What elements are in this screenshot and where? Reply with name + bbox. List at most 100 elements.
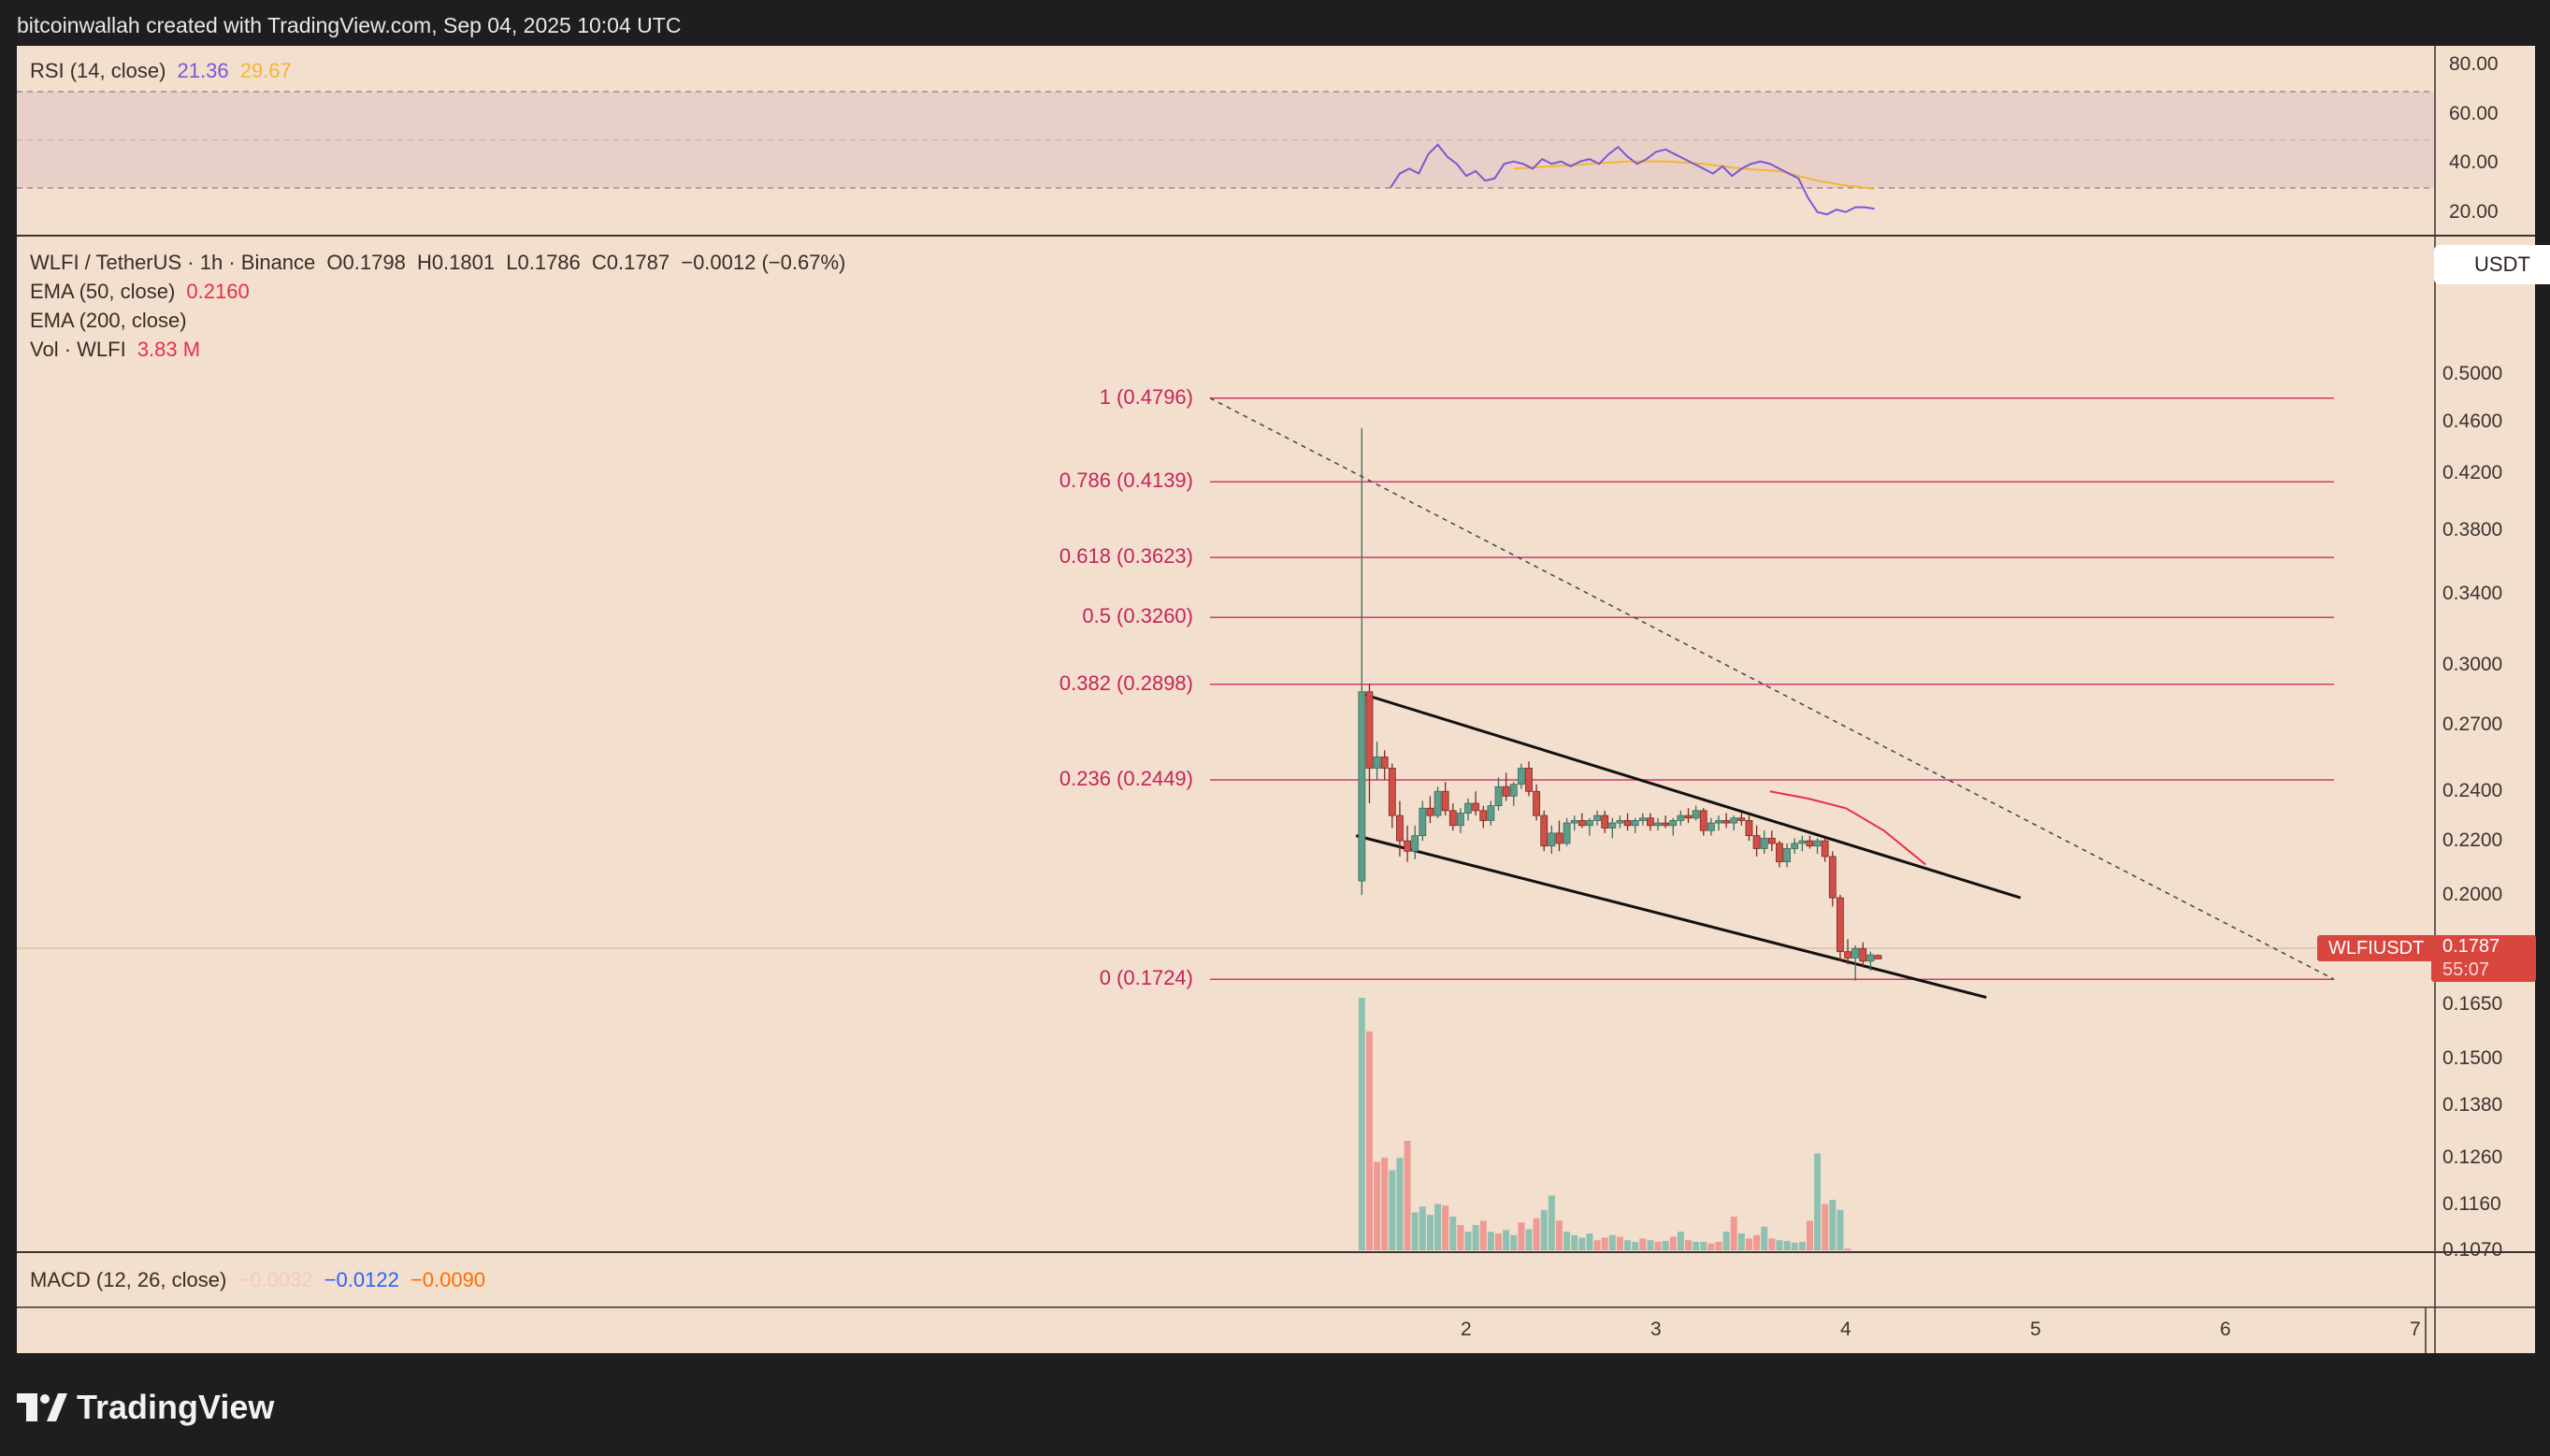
fib-level-label: 0.786 (0.4139): [1059, 469, 1193, 493]
volume-bar: [1745, 1238, 1752, 1250]
currency-selector[interactable]: USDT: [2434, 245, 2550, 284]
candle-body: [1684, 814, 1693, 819]
ohlc-open: O0.1798: [326, 251, 406, 274]
candle-body: [1699, 810, 1707, 831]
fib-level-label: 0.5 (0.3260): [1082, 604, 1193, 628]
volume-bar: [1677, 1232, 1684, 1250]
volume-bar: [1533, 1218, 1540, 1250]
candle-body: [1737, 817, 1746, 821]
volume-bar: [1540, 1209, 1548, 1250]
volume-bar: [1381, 1158, 1389, 1250]
volume-bar: [1518, 1222, 1525, 1250]
rsi-legend-params: (14, close): [69, 59, 166, 82]
candle-body: [1457, 813, 1464, 827]
volume-bar: [1608, 1234, 1616, 1250]
volume-bar: [1798, 1242, 1806, 1250]
volume-bar: [1730, 1217, 1737, 1250]
volume-bar: [1365, 1031, 1373, 1250]
rsi-ma-polyline: [1513, 160, 1875, 190]
candle-body: [1844, 951, 1851, 959]
rsi-tick-label: 60.00: [2449, 103, 2499, 124]
volume-bar: [1457, 1225, 1464, 1250]
candle-body: [1487, 805, 1495, 821]
channel-upper-line: [1361, 692, 2022, 900]
candle-body: [1373, 757, 1381, 769]
volume-bar: [1578, 1237, 1586, 1250]
volume-bar: [1563, 1232, 1571, 1250]
volume-bar: [1624, 1240, 1632, 1250]
volume-bar: [1442, 1205, 1449, 1250]
candle-body: [1791, 843, 1799, 849]
price-tick-label: 0.4200: [2442, 462, 2503, 484]
volume-bar: [1555, 1220, 1563, 1250]
volume-bar: [1411, 1212, 1419, 1250]
ema50-value: 0.2160: [186, 280, 250, 303]
ema200-legend[interactable]: EMA (200, close): [30, 309, 193, 333]
ema50-label: EMA (50, close): [30, 280, 176, 303]
time-tick-label: 4: [1840, 1319, 1851, 1340]
volume-bar: [1571, 1234, 1578, 1250]
tradingview-logo-icon: [17, 1393, 67, 1421]
volume-bar: [1503, 1230, 1510, 1250]
candle-body: [1638, 817, 1647, 821]
rsi-polyline: [1389, 143, 1875, 216]
fib-level-label: 0 (0.1724): [1099, 966, 1193, 990]
ema50-line: [1769, 790, 1926, 866]
volume-bar: [1654, 1242, 1662, 1250]
macd-legend[interactable]: MACD (12, 26, close) −0.0032 −0.0122 −0.…: [30, 1268, 491, 1292]
candle-body: [1821, 840, 1829, 858]
candle-body: [1586, 820, 1593, 827]
volume-bar: [1426, 1215, 1433, 1250]
volume-bar: [1669, 1236, 1677, 1250]
tradingview-logo[interactable]: TradingView: [17, 1388, 274, 1427]
candle-body: [1623, 820, 1632, 827]
candle-body: [1479, 810, 1488, 821]
candle-body: [1494, 786, 1503, 807]
last-price-value: 0.1787: [2442, 936, 2500, 957]
price-tick-label: 0.4600: [2442, 411, 2503, 433]
candle-body: [1813, 840, 1822, 847]
candle-body: [1837, 897, 1844, 953]
ema50-legend[interactable]: EMA (50, close) 0.2160: [30, 280, 255, 304]
volume-bar: [1753, 1234, 1761, 1250]
price-tick-label: 0.3400: [2442, 582, 2503, 604]
trend-lines: [1209, 397, 2335, 1000]
volume-bar: [1715, 1242, 1722, 1250]
rsi-tick-label: 40.00: [2449, 151, 2499, 173]
volume-legend[interactable]: Vol · WLFI 3.83 M: [30, 338, 206, 362]
candle-body: [1874, 955, 1882, 959]
candle-body: [1419, 807, 1427, 837]
rsi-legend-ma-value: 29.67: [239, 59, 292, 82]
price-tick-label: 0.5000: [2442, 363, 2503, 385]
candle-body: [1380, 757, 1389, 769]
candle-body: [1760, 837, 1768, 849]
price-tick-label: 0.2200: [2442, 829, 2503, 852]
candle-body: [1570, 820, 1578, 824]
price-tick-label: 0.3800: [2442, 519, 2503, 541]
candle-body: [1411, 835, 1419, 852]
candle-body: [1662, 822, 1670, 827]
candle-body: [1533, 790, 1541, 816]
volume-bar: [1586, 1233, 1593, 1250]
volume-bar: [1632, 1242, 1639, 1250]
rsi-lines: [1389, 143, 1875, 216]
ohlc-change: −0.0012 (−0.67%): [681, 251, 846, 274]
rsi-tick-label: 80.00: [2449, 53, 2499, 75]
volume-bar: [1495, 1233, 1503, 1250]
candle-body: [1540, 814, 1549, 847]
macd-signal-value: −0.0090: [410, 1268, 486, 1291]
price-tick-label: 0.2400: [2442, 780, 2503, 802]
price-tick-label: 0.1260: [2442, 1146, 2503, 1168]
rsi-legend[interactable]: RSI (14, close) 21.36 29.67: [30, 59, 297, 83]
volume-value: 3.83 M: [137, 338, 201, 361]
time-tick-label: 3: [1650, 1319, 1662, 1340]
symbol-legend[interactable]: WLFI / TetherUS · 1h · Binance O0.1798 H…: [30, 251, 851, 275]
volume-bar: [1737, 1233, 1745, 1250]
candle-body: [1608, 822, 1617, 829]
candle-body: [1404, 840, 1411, 852]
candle-body: [1563, 822, 1571, 844]
candle-body: [1365, 691, 1374, 769]
volume-bar: [1374, 1161, 1381, 1250]
last-price-tag: 0.1787 55:07: [2431, 935, 2536, 982]
